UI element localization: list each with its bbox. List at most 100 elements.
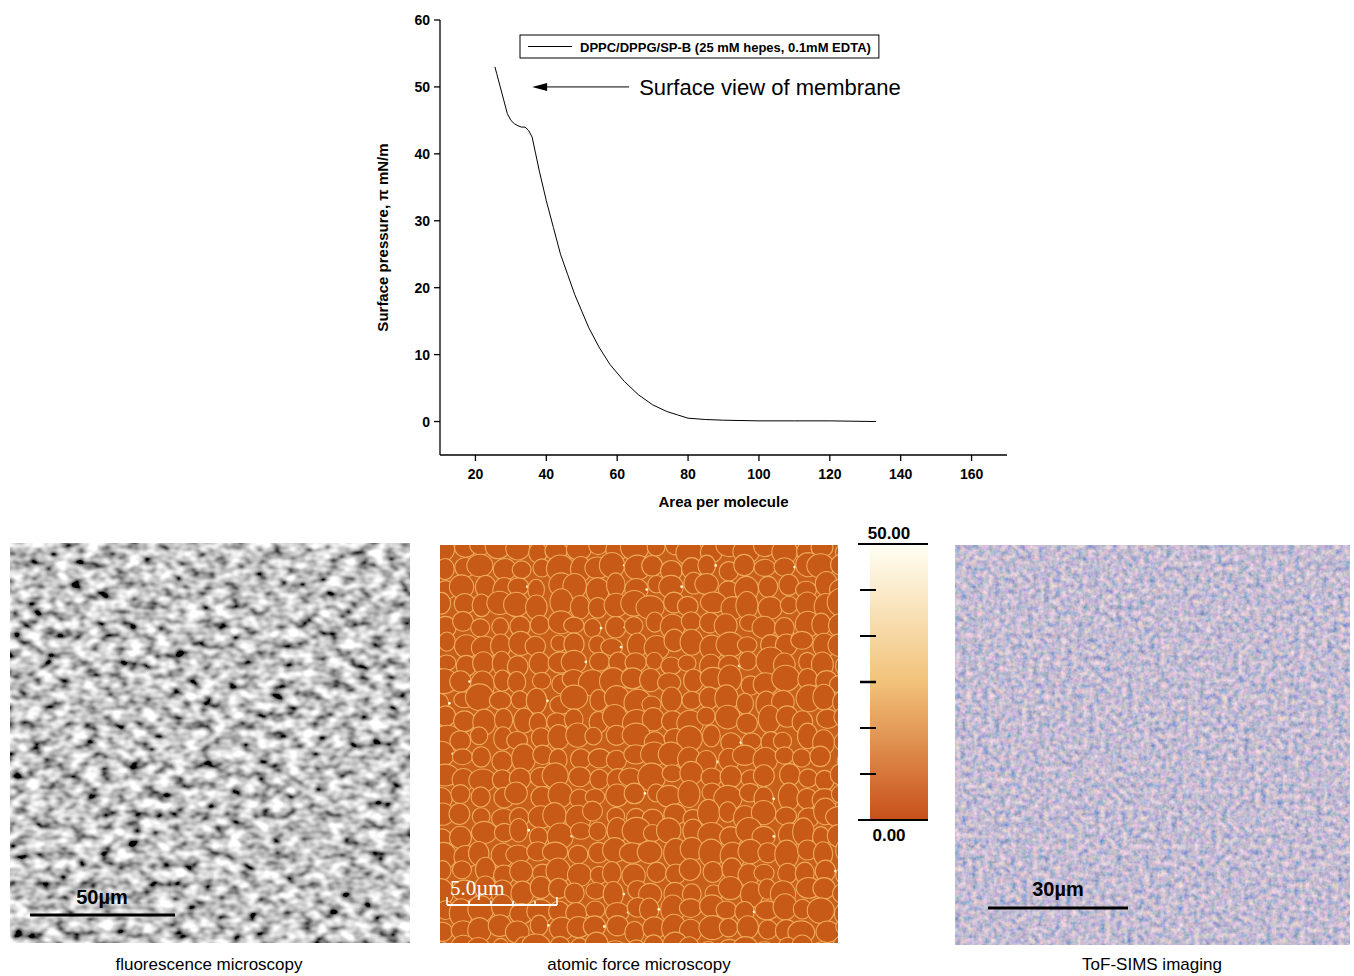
afm-domain bbox=[836, 918, 838, 935]
scale-bar-label: 30µm bbox=[1032, 878, 1084, 900]
afm-domain bbox=[834, 708, 838, 727]
afm-domain bbox=[807, 898, 834, 923]
legend-label: DPPC/DPPG/SP-B (25 mM hepes, 0.1mM EDTA) bbox=[580, 40, 871, 55]
image-caption: fluorescence microscopy bbox=[115, 955, 303, 974]
scale-bar-tick bbox=[512, 901, 514, 905]
afm-domain bbox=[492, 618, 509, 636]
afm-domain bbox=[504, 592, 529, 616]
afm-spot bbox=[620, 646, 623, 649]
afm-domain bbox=[472, 747, 491, 767]
image-caption: atomic force microscopy bbox=[547, 955, 731, 974]
scale-bar-tick bbox=[490, 901, 492, 905]
afm-spot bbox=[644, 792, 647, 795]
y-axis bbox=[439, 20, 440, 455]
afm-domain bbox=[754, 559, 775, 576]
x-axis bbox=[440, 454, 1007, 455]
legend-swatch bbox=[528, 46, 572, 47]
afm-spot bbox=[546, 699, 549, 702]
afm-domain bbox=[637, 841, 662, 864]
x-tick bbox=[687, 455, 688, 461]
legend-box bbox=[520, 35, 879, 58]
afm-domain bbox=[836, 655, 838, 677]
afm-domain bbox=[568, 845, 588, 864]
afm-domain bbox=[778, 783, 799, 811]
annotation-arrowhead bbox=[532, 83, 547, 91]
afm-domain bbox=[682, 691, 701, 709]
afm-domain bbox=[720, 766, 741, 788]
x-tick bbox=[546, 455, 547, 461]
scale-bar-label: 50µm bbox=[76, 886, 128, 908]
afm-image bbox=[440, 545, 838, 943]
annotation-arrow bbox=[546, 86, 629, 87]
afm-domain bbox=[703, 862, 723, 883]
afm-domain bbox=[718, 877, 742, 900]
afm-domain bbox=[644, 935, 663, 943]
x-tick bbox=[758, 455, 759, 461]
afm-domain bbox=[467, 554, 493, 577]
afm-domain bbox=[695, 574, 718, 595]
y-axis-title: Surface pressure, π mN/m bbox=[374, 143, 391, 331]
afm-background bbox=[440, 545, 838, 943]
afm-domain bbox=[529, 652, 550, 674]
afm-domain bbox=[812, 942, 832, 943]
x-tick bbox=[617, 455, 618, 461]
afm-domain bbox=[719, 918, 738, 937]
afm-domain bbox=[792, 935, 813, 943]
afm-domain bbox=[681, 612, 701, 631]
x-tick bbox=[971, 455, 972, 461]
afm-domain bbox=[753, 942, 776, 943]
afm-domain bbox=[739, 651, 757, 670]
isotherm-line bbox=[495, 67, 876, 422]
afm-domain bbox=[678, 937, 700, 943]
color-bar-label: 50.00 bbox=[868, 524, 911, 543]
y-tick-label: 0 bbox=[422, 414, 430, 430]
afm-domain bbox=[585, 932, 609, 943]
plot-area bbox=[495, 67, 876, 422]
y-tick bbox=[434, 19, 440, 20]
afm-domain bbox=[512, 561, 531, 579]
afm-domain bbox=[775, 807, 796, 825]
afm-spot bbox=[600, 627, 603, 630]
afm-domain bbox=[627, 940, 645, 943]
color-bar-label: 0.00 bbox=[872, 826, 905, 845]
afm-domain bbox=[813, 684, 835, 710]
afm-domain bbox=[702, 725, 720, 747]
afm-domain bbox=[734, 554, 755, 575]
afm-domain bbox=[585, 727, 602, 745]
afm-domain bbox=[452, 749, 472, 765]
afm-domain bbox=[799, 769, 818, 788]
afm-domain bbox=[679, 899, 701, 918]
afm-spot bbox=[772, 835, 775, 838]
afm-domain bbox=[589, 652, 609, 671]
afm-domain bbox=[492, 938, 509, 943]
afm-domain bbox=[791, 631, 813, 649]
afm-domain bbox=[508, 672, 526, 693]
afm-domain bbox=[733, 937, 758, 943]
afm-domain bbox=[570, 595, 590, 619]
x-tick-label: 160 bbox=[960, 466, 984, 482]
scale-bar bbox=[30, 914, 175, 917]
afm-domain bbox=[564, 883, 584, 903]
y-tick-label: 50 bbox=[414, 79, 430, 95]
x-tick-label: 80 bbox=[680, 466, 696, 482]
afm-domain bbox=[440, 655, 456, 671]
afm-domain bbox=[833, 936, 838, 943]
x-tick-label: 40 bbox=[539, 466, 555, 482]
y-tick-label: 40 bbox=[414, 146, 430, 162]
afm-domain bbox=[780, 596, 798, 613]
color-bar-minor-tick bbox=[860, 635, 876, 637]
afm-domain bbox=[716, 901, 736, 919]
fluorescence-image bbox=[10, 543, 410, 943]
color-bar-minor-tick bbox=[860, 589, 876, 591]
figure: 010203040506020406080100120140160Area pe… bbox=[0, 0, 1354, 976]
afm-domain bbox=[772, 665, 800, 691]
afm-domain bbox=[647, 862, 667, 882]
x-tick bbox=[900, 455, 901, 461]
scale-bar-label: 5.0µm bbox=[450, 876, 505, 900]
afm-domain bbox=[792, 749, 811, 767]
afm-domain bbox=[589, 822, 606, 841]
afm-domain bbox=[471, 787, 490, 807]
afm-domain bbox=[440, 558, 454, 579]
afm-domain bbox=[831, 554, 838, 575]
y-tick bbox=[434, 287, 440, 288]
